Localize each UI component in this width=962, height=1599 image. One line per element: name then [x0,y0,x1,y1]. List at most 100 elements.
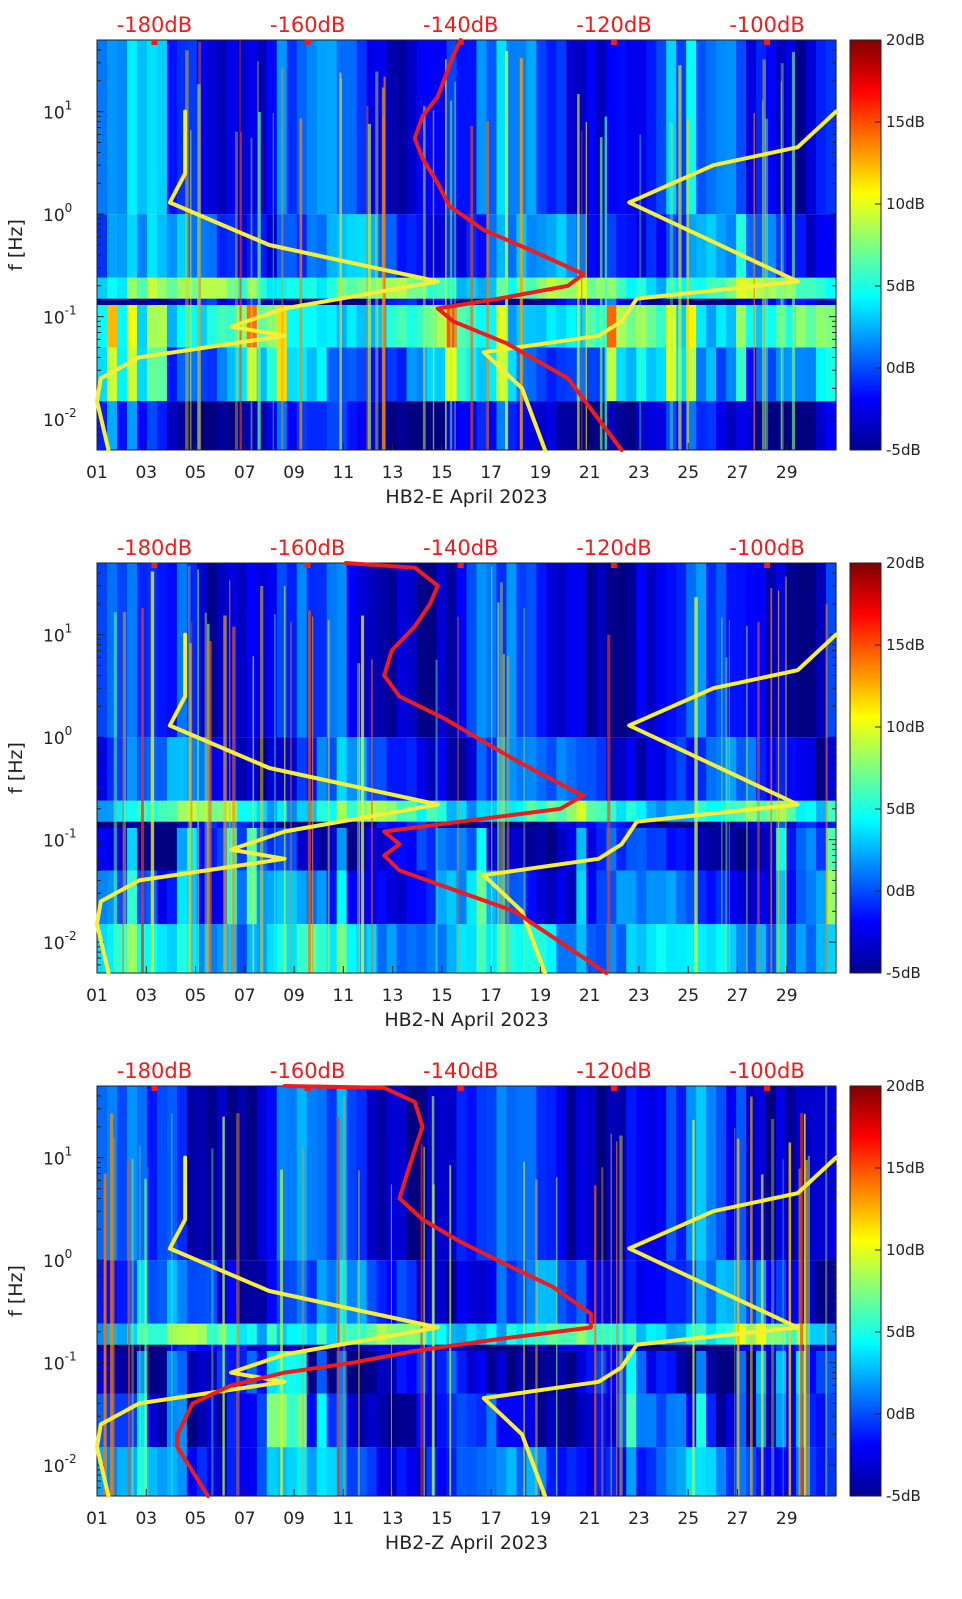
spectrogram-cell [426,214,438,278]
spectrogram-cell [636,1393,647,1448]
spectrogram-cell [296,737,308,801]
spectrogram-cell [176,924,188,973]
streak [678,65,682,450]
spectrogram-cell [826,1323,837,1345]
spectrogram-cell [406,1344,418,1351]
spectrogram-cell [736,401,747,450]
spectrogram-cell [806,347,817,402]
spectrogram-cell [246,214,258,278]
spectrogram-cell [706,1260,717,1324]
streak [223,615,227,973]
spectrogram-cell [636,40,647,215]
spectrogram-cell [326,1350,338,1394]
spectrogram-cell [446,1323,458,1345]
spectrogram-cell [496,1260,508,1324]
spectrogram-cell [256,347,268,402]
spectrogram-cell [586,304,597,348]
spectrogram-cell [736,563,747,738]
spectrogram-cell [126,821,138,828]
y-tick-exponent: -1 [65,304,77,318]
spectrogram-cell [296,1447,308,1496]
spectrogram-cell [556,298,567,305]
y-tick-label: 101 [43,99,72,124]
spectrogram-cell [746,870,757,925]
spectrogram-cell [526,827,538,871]
spectrogram-cell [776,1393,787,1448]
streak [307,610,311,973]
spectrogram-cell [626,40,637,215]
spectrogram-cell [756,563,767,738]
spectrogram-cell [606,1323,617,1345]
streak [232,626,236,973]
spectrogram-cell [186,347,198,402]
spectrogram-cell [306,1323,318,1345]
y-axis-label: f [Hz] [5,1265,27,1317]
spectrogram-cell [396,1344,408,1351]
spectrogram-cell [786,1393,797,1448]
spectrogram-cell [576,401,587,450]
spectrogram-cell [546,347,557,402]
spectrogram-cell [126,1447,138,1496]
spectrogram-cell [226,737,238,801]
spectrogram-cell [586,800,597,822]
spectrogram-cell [496,347,508,402]
streak [639,134,641,450]
spectrogram-cell [786,304,797,348]
spectrogram-cell [676,924,687,973]
spectrogram-cell [726,563,737,738]
streak [283,585,286,973]
spectrogram-cell [616,298,627,305]
spectrogram-cell [216,924,228,973]
spectrogram-cell [726,1344,737,1351]
spectrogram-cell [256,401,268,450]
spectrogram-cell [326,347,338,402]
streak [686,119,690,450]
spectrogram-cell [166,800,178,822]
spectrogram-cell [776,1350,787,1394]
spectrogram-cell [146,1260,158,1324]
spectrogram-cell [576,1350,587,1394]
spectrogram-cell [606,924,617,973]
spectrogram-cell [716,1447,727,1496]
colorbar-label: -5dB [886,1487,921,1505]
spectrogram-cell [796,214,807,278]
spectrogram-cell [216,800,228,822]
spectrogram-cell [366,1447,378,1496]
db-axis-label: -120dB [576,536,651,560]
streak [197,84,201,451]
spectrogram-cell [146,214,158,278]
spectrogram-cell [426,401,438,450]
spectrogram-cell [406,40,418,215]
spectrogram-cell [536,870,547,925]
spectrogram-cell [606,347,617,402]
x-tick-label: 17 [480,463,502,483]
x-tick-label: 03 [135,463,157,483]
streak [519,58,523,450]
spectrogram-cell [486,1393,498,1448]
spectrogram-cell [186,1323,198,1345]
spectrogram-cell [246,800,258,822]
spectrogram-cell [146,1350,158,1394]
spectrogram-cell [406,347,418,402]
spectrogram-cell [396,737,408,801]
streak [619,1135,623,1496]
spectrogram-cell [736,821,747,828]
y-tick-base: 10 [43,309,65,329]
streak [445,59,447,450]
streak [229,580,231,973]
spectrogram-cell [97,1344,108,1351]
spectrogram-cell [166,924,178,973]
spectrogram-cell [316,1086,328,1261]
spectrogram-cell [636,214,647,278]
spectrogram-cell [256,1323,268,1345]
spectrogram-cell [436,1393,448,1448]
spectrogram-cell [696,40,707,215]
spectrogram-cell [776,1323,787,1345]
spectrogram-cell [326,1086,338,1261]
spectrogram-cell [476,1393,488,1448]
spectrogram-cell [326,304,338,348]
spectrogram-cell [556,1323,567,1345]
spectrogram-cell [796,298,807,305]
spectrogram-cell [666,1323,677,1345]
spectrogram-cell [206,563,218,738]
